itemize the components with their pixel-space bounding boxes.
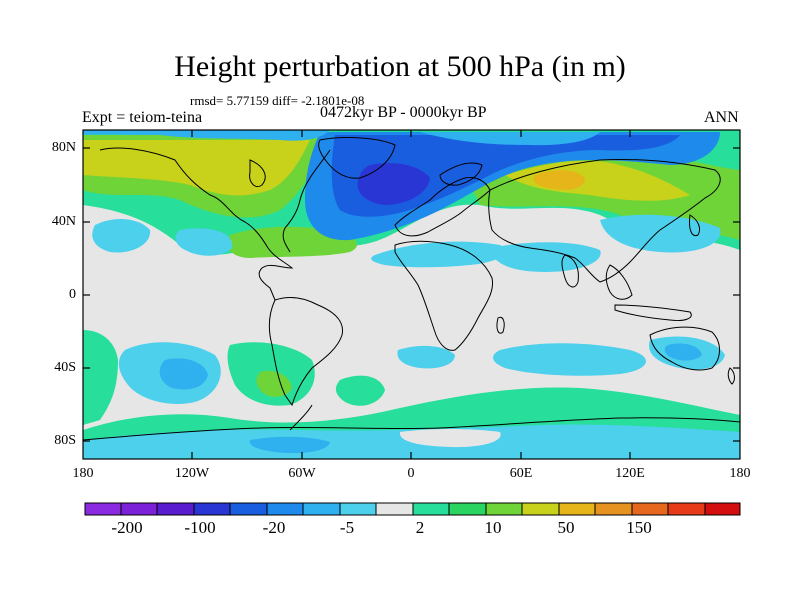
plot-title: Height perturbation at 500 hPa (in m) [174,50,626,83]
lat-label-80n: 80N [51,140,76,155]
contour-field [83,130,740,459]
colorbar-box-1 [121,503,157,515]
lon-label-120e: 120E [615,466,645,481]
coast-asia [488,158,721,283]
satlantic-cyan [397,345,455,369]
colorbar-box-10 [449,503,486,515]
colorbar-box-14 [595,503,632,515]
nh-gold-east [533,170,585,190]
arctic-sky [420,132,600,146]
colorbar-box-12 [522,503,559,515]
spacific-green-west [83,330,118,425]
colorbar-box-9 [413,503,449,515]
map-frame [82,129,741,460]
lon-label-180e: 180 [729,466,751,481]
coast-indonesia [614,304,692,321]
coast-southeast-asia [605,264,633,300]
colorbar-box-17 [705,503,740,515]
coast-madagascar [496,316,505,334]
coast-antarctic-peninsula [289,404,313,431]
period-label: 0472kyr BP - 0000kyr BP [320,104,487,121]
lon-label-60e: 60E [509,466,533,481]
coast-antarctica [83,417,740,441]
antarctic-sky [249,436,330,454]
colorbar-label-3: -5 [339,518,355,537]
coast-greenland [318,137,396,179]
colorbar-box-15 [632,503,668,515]
stats-text: rmsd= 5.77159 diff= -2.1801e-08 [190,93,365,108]
coast-japan [689,214,701,237]
experiment-label: Expt = teiom-teina [82,109,203,126]
lat-label-80s: 80S [54,433,76,448]
colorbar-box-8 [376,503,413,515]
colorbar-label-6: 50 [557,518,575,537]
coastlines [83,137,740,441]
coast-hudson-bay [249,159,266,187]
colorbar-box-3 [194,503,230,515]
colorbar-box-0 [85,503,121,515]
coast-south-america [268,297,344,407]
npacific-cyan-lobe [92,218,151,253]
ptlatitude-sky-australia [664,343,702,361]
colorbar-box-2 [157,503,194,515]
nh-olive-west [83,140,310,196]
lon-label-60w: 60W [288,466,316,481]
atlantic-trough-core [357,163,430,205]
epacific-cyan-lobe [175,228,233,256]
colorbar-label-0: -200 [111,518,143,537]
season-label: ANN [704,109,739,126]
colorbar-box-11 [486,503,522,515]
coast-africa [394,240,494,351]
asia-cyan-lobe [600,214,721,253]
coast-australia [649,326,720,371]
colorbar-box-13 [559,503,595,515]
colorbar-box-5 [267,503,303,515]
lat-label-40n: 40N [51,214,76,229]
coast-north-america [99,147,294,301]
spacific-sky-core [159,358,208,390]
lat-label-40s: 40S [54,360,76,375]
colorbar-box-16 [668,503,705,515]
colorbar-box-6 [303,503,340,515]
lon-label-120w: 120W [174,466,210,481]
africa-cyan-lobe [490,242,601,272]
southern-ocean-green-2 [335,375,385,406]
colorbar-label-4: 2 [415,518,425,537]
coast-india [561,254,579,288]
pacific-north-blue [83,130,330,141]
antarctic-neutral-gap [399,429,501,448]
nh-olive-east [505,160,690,201]
coast-new-zealand [727,367,735,385]
lon-label-180w: 180 [72,466,94,481]
colorbar-label-2: -20 [262,518,286,537]
colorbar-label-7: 150 [626,518,652,537]
coast-scandinavia [439,162,483,186]
atlantic-trough-mid [331,135,680,217]
colorbar-label-5: 10 [484,518,502,537]
colorbar [84,502,741,516]
colorbar-box-4 [230,503,267,515]
natlantic-cyan-lobe [371,241,506,268]
lon-label-0: 0 [407,466,415,481]
lat-label-0: 0 [69,287,76,302]
coast-north-america-east [282,149,331,253]
sindian-cyan [493,343,647,376]
colorbar-label-1: -100 [184,518,216,537]
colorbar-box-7 [340,503,376,515]
